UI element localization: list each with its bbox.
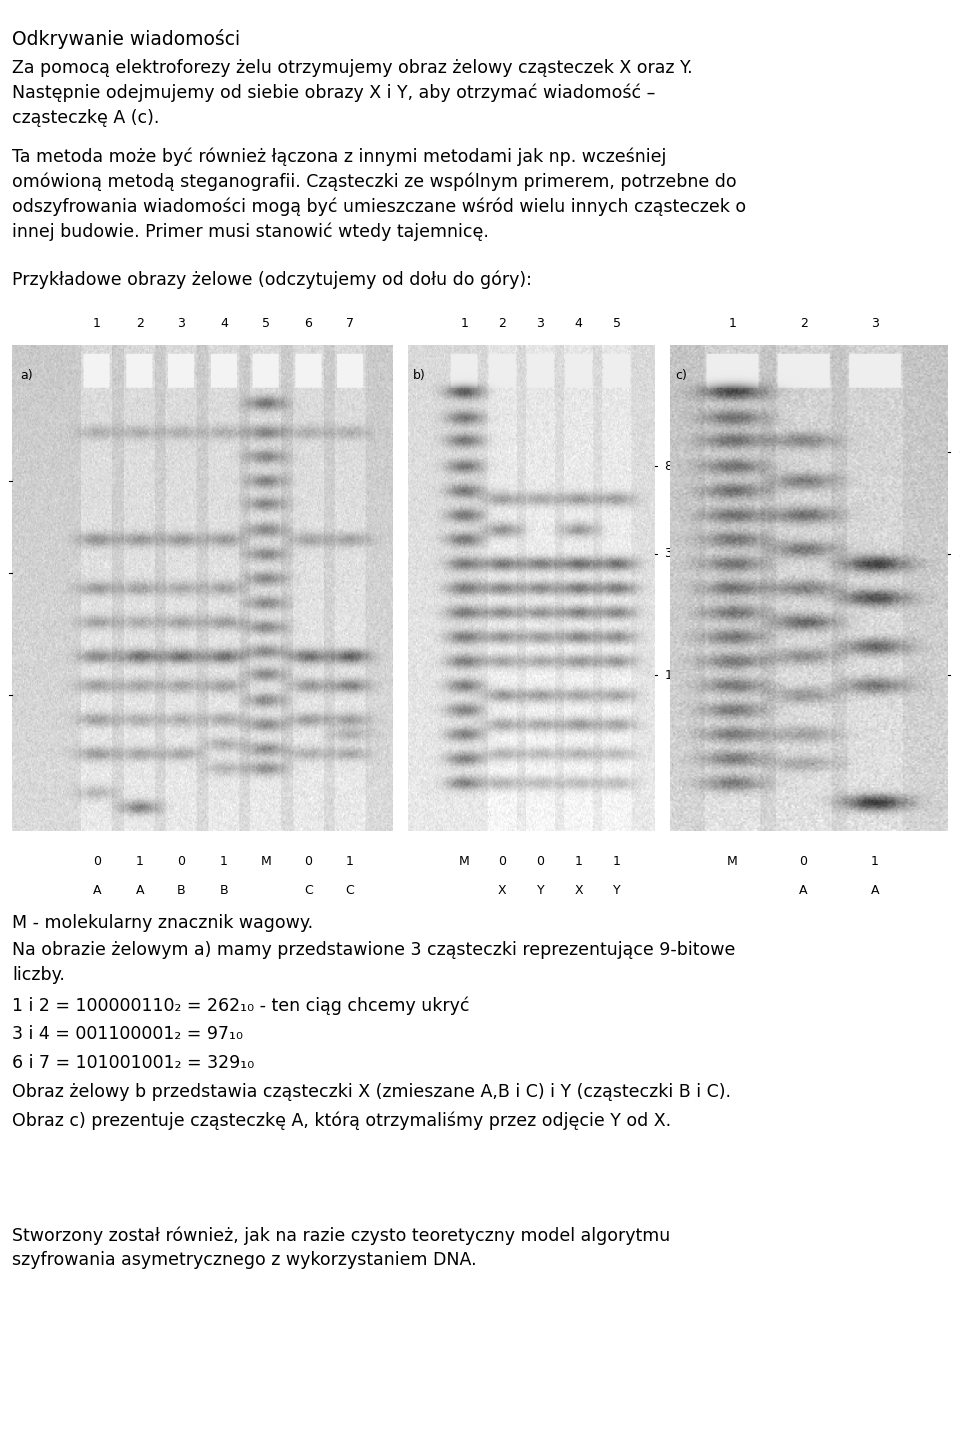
Text: 2: 2 [135, 317, 144, 330]
Text: 1: 1 [729, 317, 736, 330]
Text: 3: 3 [871, 317, 878, 330]
Text: A: A [871, 884, 879, 897]
Text: Za pomocą elektroforezy żelu otrzymujemy obraz żelowy cząsteczek X oraz Y.
Nastę: Za pomocą elektroforezy żelu otrzymujemy… [12, 59, 693, 127]
Text: 1: 1 [460, 317, 468, 330]
Text: 1: 1 [347, 855, 354, 868]
Text: M - molekularny znacznik wagowy.: M - molekularny znacznik wagowy. [12, 914, 314, 931]
Text: M: M [260, 855, 271, 868]
Text: b): b) [413, 369, 426, 382]
Text: 1: 1 [574, 855, 583, 868]
Text: 0: 0 [304, 855, 312, 868]
Text: A: A [800, 884, 807, 897]
Text: 3: 3 [537, 317, 544, 330]
Text: 100 bp: 100 bp [664, 668, 708, 681]
Text: c): c) [676, 369, 687, 382]
Text: Stworzony został również, jak na razie czysto teoretyczny model algorytmu
szyfro: Stworzony został również, jak na razie c… [12, 1226, 671, 1270]
Text: 2: 2 [498, 317, 506, 330]
Text: C: C [304, 884, 313, 897]
Text: A: A [92, 884, 101, 897]
Text: C: C [346, 884, 354, 897]
Text: M: M [459, 855, 469, 868]
Text: 1: 1 [135, 855, 144, 868]
Text: 3: 3 [178, 317, 185, 330]
Text: 1 i 2 = 100000110₂ = 262₁₀ - ten ciąg chcemy ukryć: 1 i 2 = 100000110₂ = 262₁₀ - ten ciąg ch… [12, 996, 470, 1015]
Text: Y: Y [537, 884, 544, 897]
Text: Ta metoda może być również łączona z innymi metodami jak np. wcześniej
omówioną : Ta metoda może być również łączona z inn… [12, 147, 747, 241]
Text: 6: 6 [304, 317, 312, 330]
Text: 1: 1 [220, 855, 228, 868]
Text: 6 i 7 = 101001001₂ = 329₁₀: 6 i 7 = 101001001₂ = 329₁₀ [12, 1054, 254, 1071]
Text: 5: 5 [612, 317, 620, 330]
Text: Obraz c) prezentuje cząsteczkę A, którą otrzymaliśmy przez odjęcie Y od X.: Obraz c) prezentuje cząsteczkę A, którą … [12, 1112, 672, 1131]
Text: 350 bp: 350 bp [664, 547, 708, 560]
Text: X: X [574, 884, 583, 897]
Text: 7: 7 [346, 317, 354, 330]
Text: B: B [177, 884, 185, 897]
Text: Na obrazie żelowym a) mamy przedstawione 3 cząsteczki reprezentujące 9-bitowe
li: Na obrazie żelowym a) mamy przedstawione… [12, 941, 736, 983]
Text: 0: 0 [93, 855, 101, 868]
Text: 4: 4 [574, 317, 583, 330]
Text: 100 bp: 100 bp [959, 668, 960, 681]
Text: 1: 1 [871, 855, 878, 868]
Text: a): a) [20, 369, 33, 382]
Text: 0: 0 [178, 855, 185, 868]
Text: M: M [727, 855, 738, 868]
Text: 2: 2 [800, 317, 807, 330]
Text: Przykładowe obrazy żelowe (odczytujemy od dołu do góry):: Przykładowe obrazy żelowe (odczytujemy o… [12, 270, 533, 289]
Text: Obraz żelowy b przedstawia cząsteczki X (zmieszane A,B i C) i Y (cząsteczki B i : Obraz żelowy b przedstawia cząsteczki X … [12, 1083, 732, 1100]
Text: 800 bp: 800 bp [959, 445, 960, 458]
Text: 1: 1 [612, 855, 620, 868]
Text: Y: Y [612, 884, 620, 897]
Text: 0: 0 [537, 855, 544, 868]
Text: A: A [135, 884, 144, 897]
Text: 1: 1 [93, 317, 101, 330]
Text: 5: 5 [262, 317, 270, 330]
Text: 3 i 4 = 001100001₂ = 97₁₀: 3 i 4 = 001100001₂ = 97₁₀ [12, 1025, 244, 1043]
Text: X: X [498, 884, 507, 897]
Text: 350 bp: 350 bp [959, 547, 960, 560]
Text: Odkrywanie wiadomości: Odkrywanie wiadomości [12, 29, 241, 49]
Text: 0: 0 [800, 855, 807, 868]
Text: 0: 0 [498, 855, 506, 868]
Text: 4: 4 [220, 317, 228, 330]
Text: B: B [220, 884, 228, 897]
Text: 800 bp: 800 bp [664, 460, 708, 473]
